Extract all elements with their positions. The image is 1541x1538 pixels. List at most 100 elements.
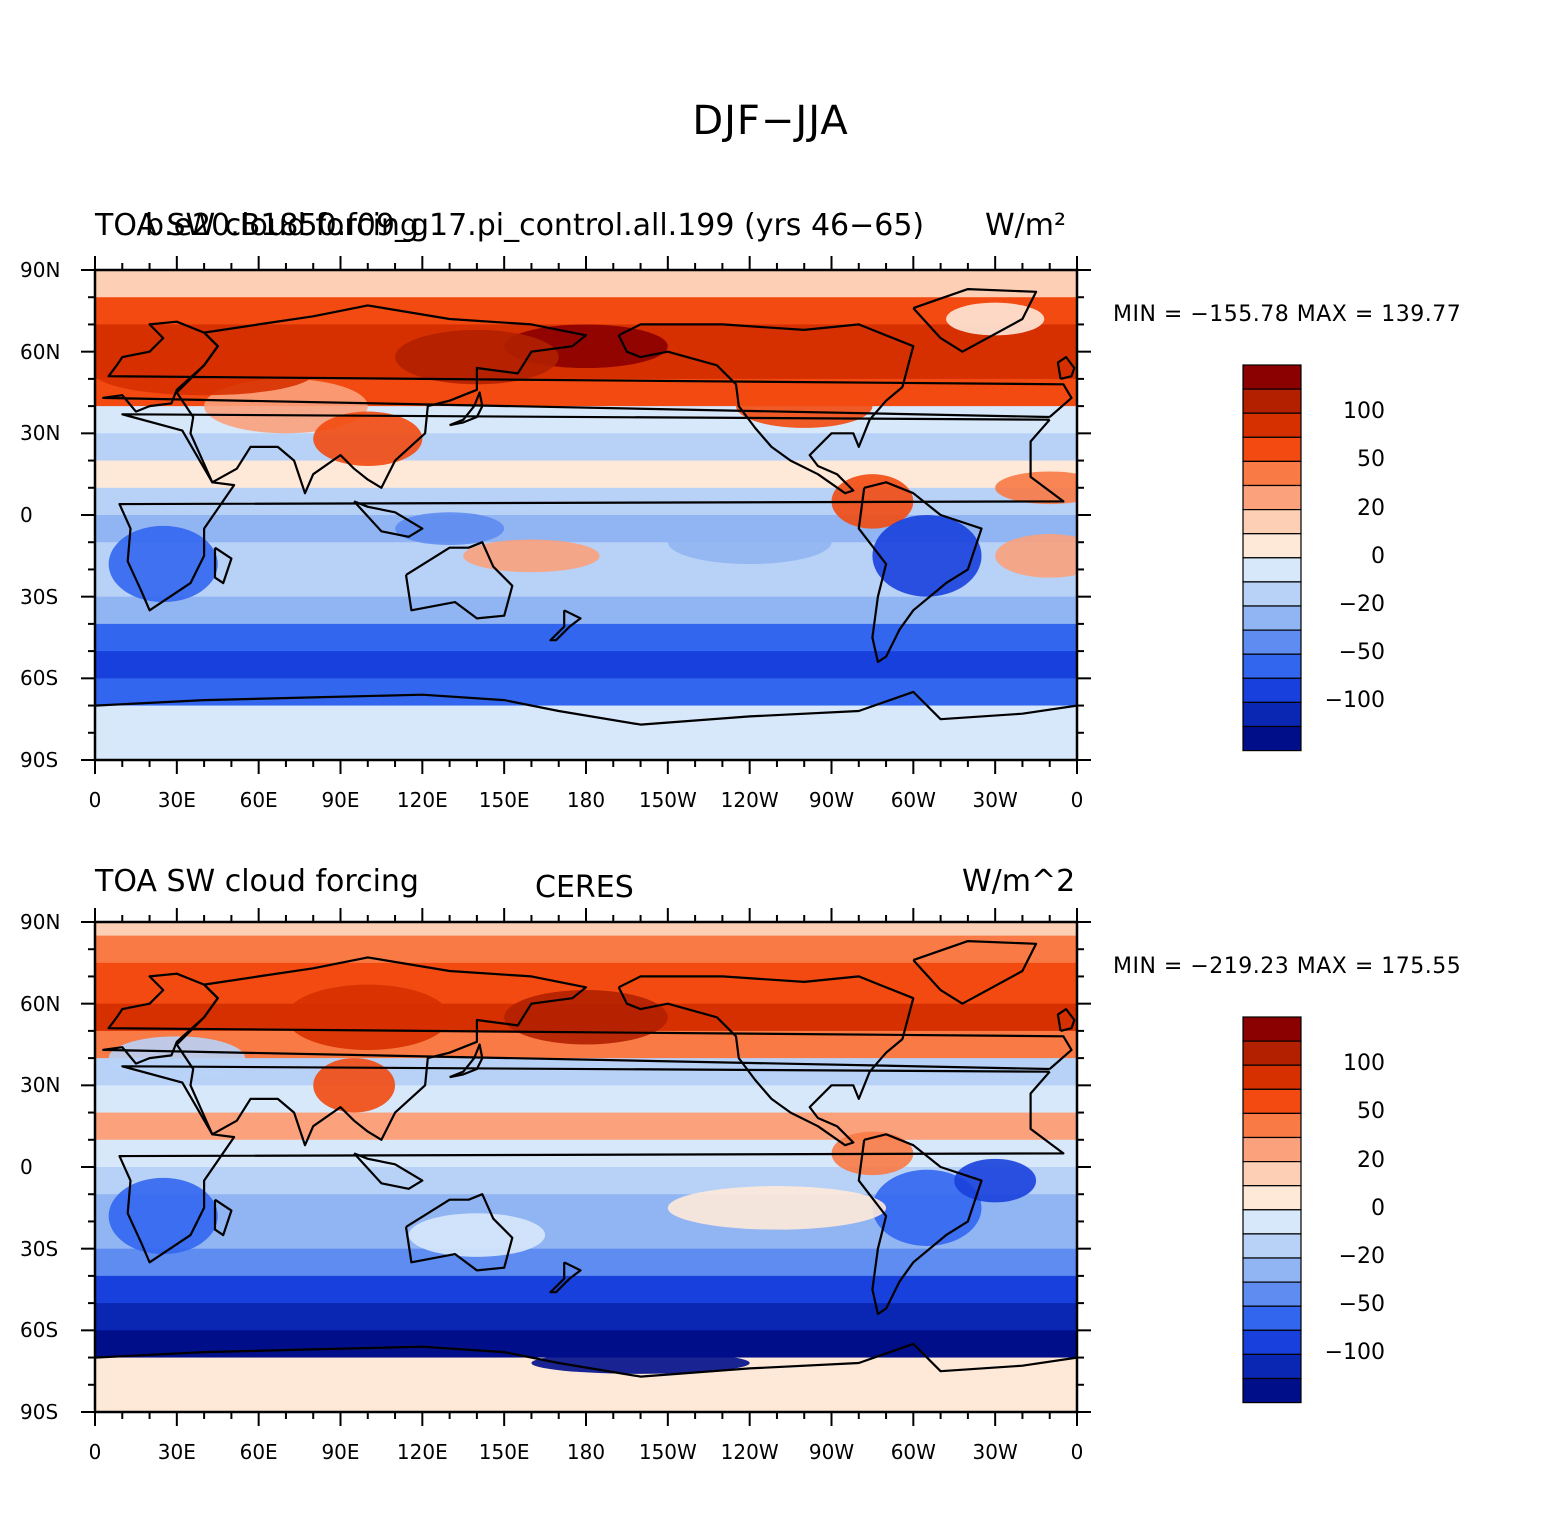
- model-panel: TOA SW cloud forcing b.e20.B1850.f09_g17…: [0, 200, 1541, 860]
- colorbar-swatch: [1242, 412, 1302, 438]
- lon-label: 120W: [720, 788, 779, 812]
- lon-label: 60E: [239, 788, 278, 812]
- panel-center-title: CERES: [535, 870, 634, 905]
- ceres-panel: TOA SW cloud forcing CERES W/m^2 MIN = −…: [0, 852, 1541, 1512]
- colorbar-swatch: [1242, 1257, 1302, 1283]
- field-anomaly: [872, 515, 982, 597]
- lon-label: 30E: [157, 788, 196, 812]
- field-anomaly: [313, 411, 423, 466]
- colorbar-swatch: [1242, 1136, 1302, 1163]
- coastline: [404, 541, 514, 620]
- lat-label: 60S: [20, 1318, 59, 1343]
- coastline: [213, 1198, 233, 1237]
- colorbar-label: 20: [1357, 495, 1385, 521]
- colorbar-swatch: [1242, 1064, 1302, 1090]
- colorbar-swatch: [1242, 581, 1302, 607]
- field-band: [95, 1112, 1077, 1141]
- lat-label: 0: [20, 1155, 33, 1179]
- panel-left-title: TOA SW cloud forcing: [95, 208, 419, 243]
- coastline: [857, 1133, 983, 1316]
- coastline: [549, 1261, 582, 1294]
- colorbar-swatch: [1242, 460, 1302, 487]
- field-anomaly: [313, 1058, 396, 1113]
- field-band: [95, 297, 1077, 325]
- lat-label: 90S: [20, 748, 59, 772]
- coastline: [1056, 1008, 1076, 1032]
- colorbar-swatch: [1242, 484, 1302, 511]
- coastline: [95, 1342, 1077, 1378]
- panel-units: W/m²: [985, 208, 1067, 243]
- lon-label: 90W: [808, 788, 855, 812]
- field-band: [95, 623, 1077, 652]
- colorbar-swatch: [1242, 1233, 1302, 1259]
- colorbar-swatch: [1242, 701, 1302, 728]
- lon-label: 60E: [239, 1440, 278, 1464]
- lon-label: 180: [566, 1440, 606, 1464]
- coastline: [912, 939, 1038, 1005]
- field-band: [95, 935, 1077, 964]
- lon-label: 120W: [720, 1440, 779, 1464]
- field-band: [95, 1303, 1077, 1331]
- coastlines: [95, 287, 1077, 726]
- coastline: [912, 287, 1038, 353]
- lon-label: 30E: [157, 1440, 196, 1464]
- colorbar-label: 0: [1371, 543, 1385, 569]
- lon-label: 150W: [638, 788, 697, 812]
- lon-label: 30W: [972, 1440, 1018, 1464]
- colorbar-swatch: [1242, 436, 1302, 463]
- colorbar-label: 20: [1357, 1147, 1385, 1173]
- panel-left-title: TOA SW cloud forcing: [95, 864, 419, 899]
- coastline: [102, 972, 1073, 1071]
- colorbar-swatch: [1242, 1112, 1302, 1139]
- colorbar-swatch: [1242, 388, 1302, 414]
- colorbar-swatch: [1242, 533, 1302, 559]
- colorbar-swatch: [1242, 725, 1302, 752]
- field-anomaly: [395, 512, 505, 545]
- lon-label: 0: [1070, 788, 1084, 812]
- lat-label: 30N: [20, 421, 61, 446]
- colorbar-swatch: [1242, 1185, 1302, 1211]
- colorbar-swatch: [1242, 557, 1302, 583]
- field-anomaly: [954, 1158, 1037, 1203]
- field-anomaly: [463, 539, 600, 573]
- lat-label: 30S: [20, 584, 59, 609]
- colorbar-label: 0: [1371, 1195, 1385, 1221]
- field-anomaly: [667, 1186, 887, 1230]
- lat-label: 90S: [20, 1400, 59, 1424]
- min-max-label: MIN = −155.78 MAX = 139.77: [1113, 302, 1462, 327]
- coastline: [404, 1193, 514, 1272]
- lon-label: 180: [566, 788, 606, 812]
- field-anomaly: [108, 1036, 246, 1080]
- coastline: [449, 1043, 484, 1079]
- coastline: [118, 413, 1065, 612]
- colorbar-swatch: [1242, 1305, 1302, 1331]
- coastline: [102, 320, 1073, 419]
- lat-label: 30S: [20, 1236, 59, 1261]
- field-anomaly: [995, 534, 1077, 578]
- lon-label: 150E: [478, 788, 530, 812]
- lon-label: 150W: [638, 1440, 697, 1464]
- lon-label: 0: [88, 788, 102, 812]
- lon-label: 120E: [396, 788, 448, 812]
- colorbar-swatch: [1242, 1353, 1302, 1380]
- lat-label: 90N: [20, 910, 61, 934]
- colorbar-swatch: [1242, 653, 1302, 679]
- colorbar-swatch: [1242, 364, 1302, 390]
- colorbar-swatch: [1242, 1088, 1302, 1115]
- colorbar-label: 100: [1343, 1051, 1385, 1077]
- colorbar-swatch: [1242, 1209, 1302, 1235]
- colorbar: [1242, 364, 1302, 752]
- coastline: [449, 391, 484, 427]
- coastline: [857, 481, 983, 664]
- lon-label: 0: [1070, 1440, 1084, 1464]
- lat-label: 30N: [20, 1073, 61, 1098]
- lon-label: 90E: [321, 1440, 360, 1464]
- colorbar-label: −100: [1324, 688, 1385, 714]
- lon-label: 90W: [808, 1440, 855, 1464]
- lat-label: 60N: [20, 991, 61, 1016]
- field-anomaly: [667, 520, 832, 564]
- lon-label: 60W: [890, 788, 936, 812]
- lon-label: 150E: [478, 1440, 530, 1464]
- lat-label: 60S: [20, 666, 59, 691]
- lat-label: 60N: [20, 339, 61, 364]
